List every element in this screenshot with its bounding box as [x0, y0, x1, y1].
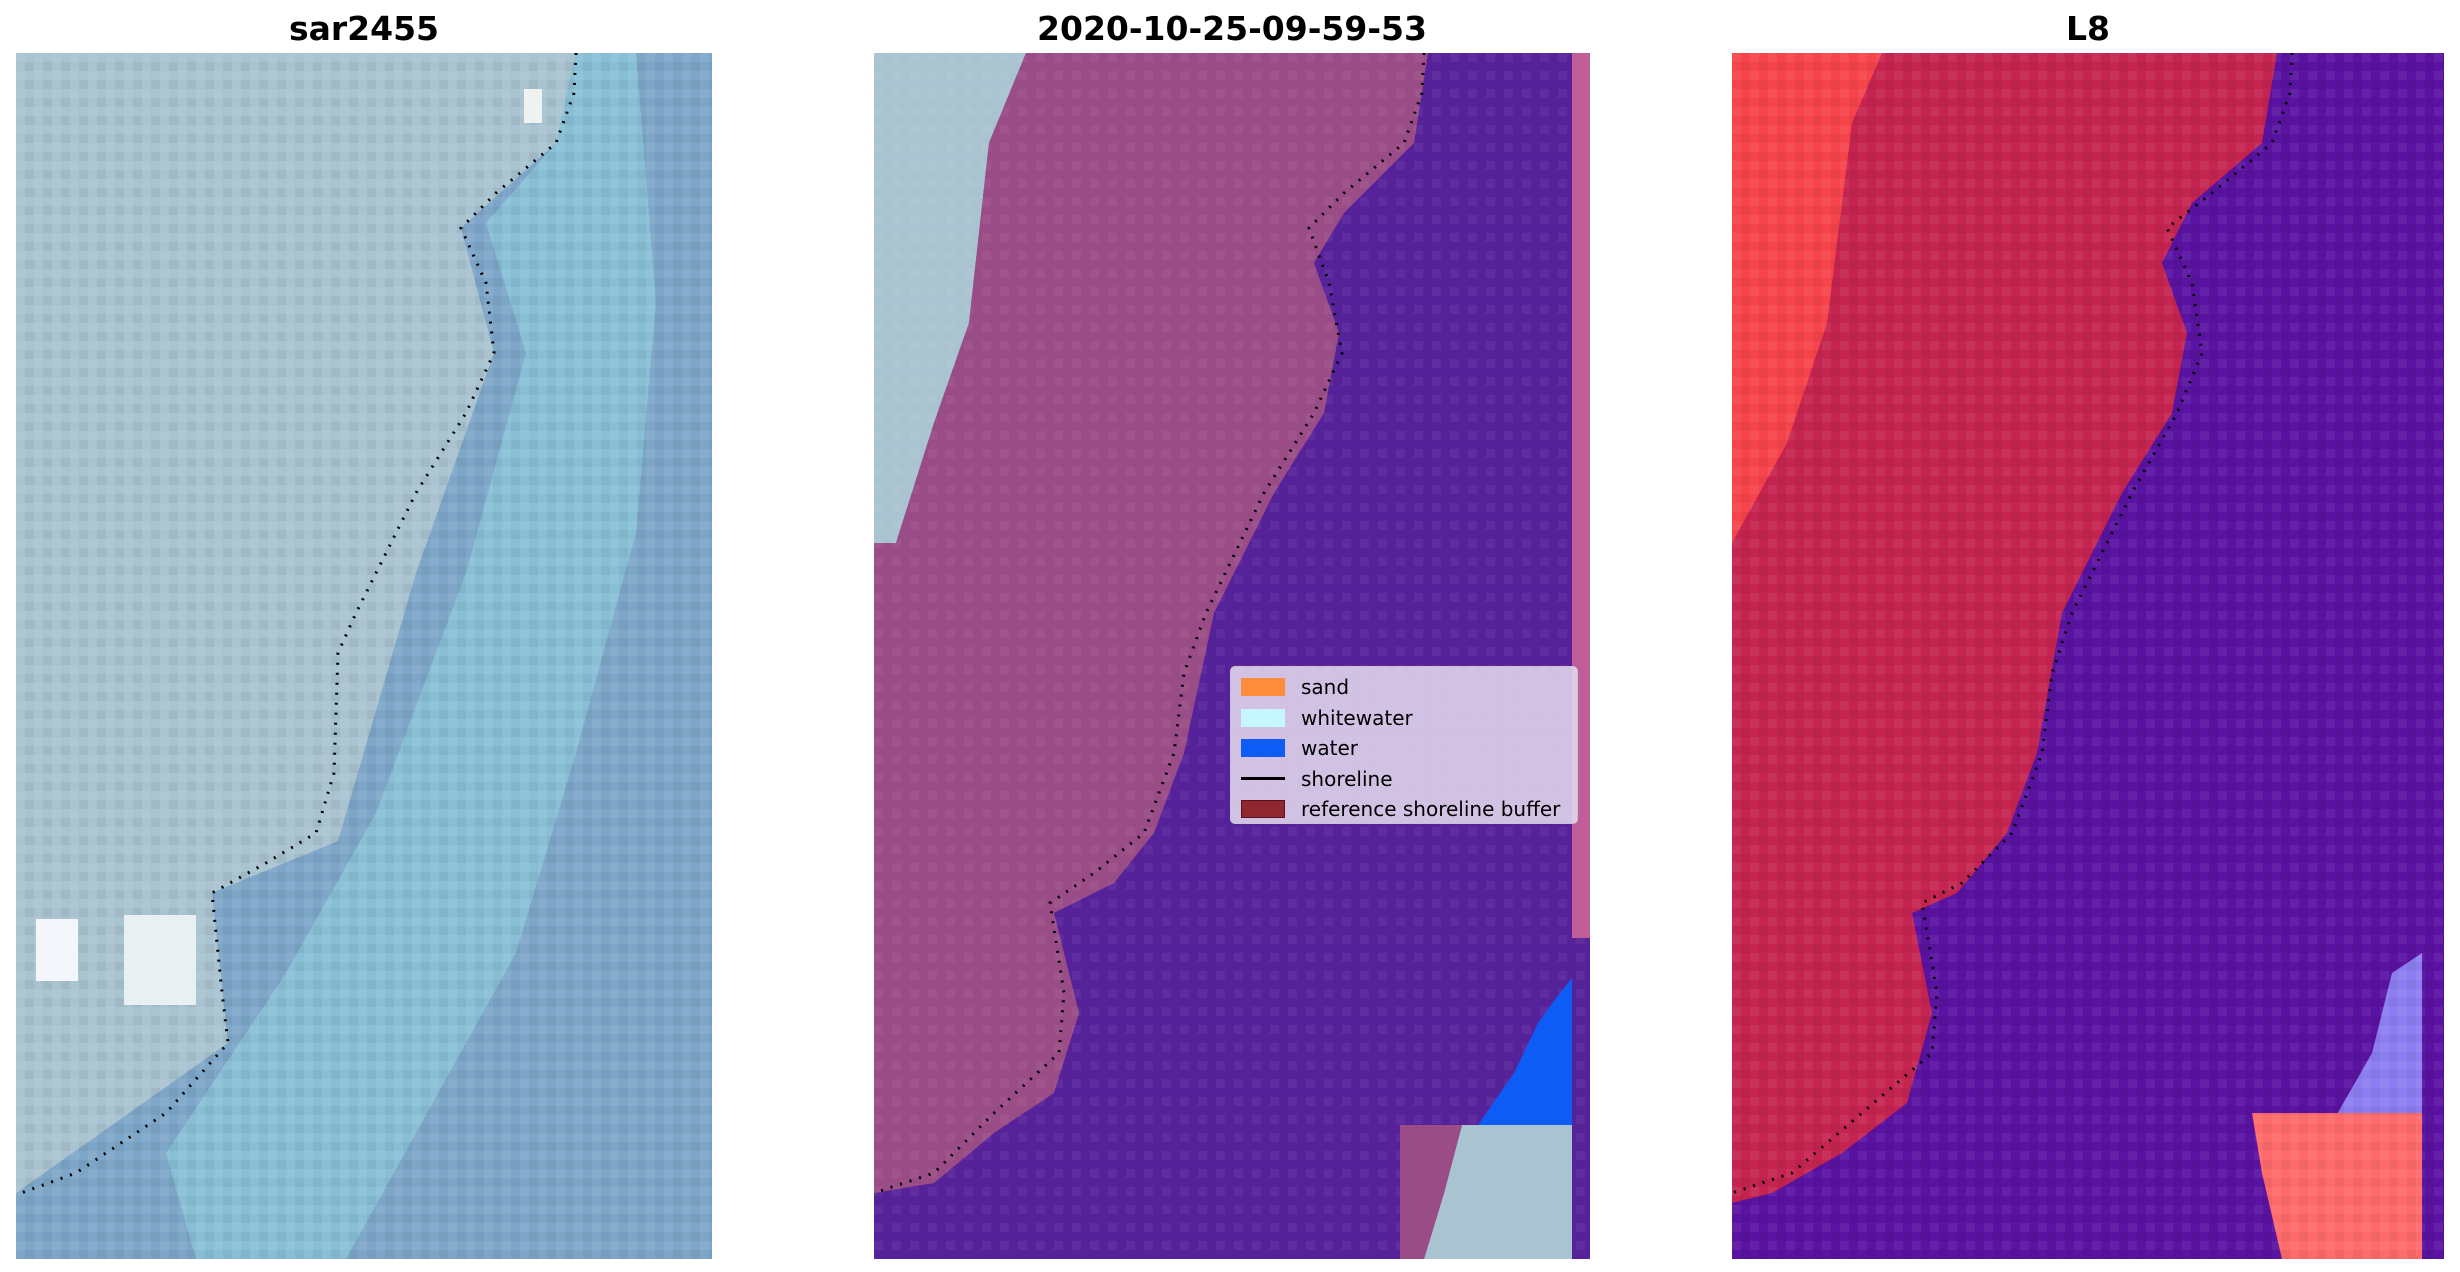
- legend-label: whitewater: [1301, 705, 1413, 730]
- legend-label: sand: [1301, 675, 1350, 700]
- bright-building: [36, 919, 78, 981]
- panel-title-l8: L8: [2066, 9, 2110, 48]
- panel-title-date: 2020-10-25-09-59-53: [1037, 9, 1427, 48]
- legend-swatch-reference-buffer: [1241, 800, 1285, 819]
- legend-item-water: water: [1241, 733, 1577, 764]
- legend-swatch-whitewater: [1241, 708, 1285, 727]
- legend-item-sand: sand: [1241, 672, 1577, 703]
- l8-image-panel: [1732, 53, 2444, 1259]
- water-class-patch: [1478, 978, 1572, 1125]
- legend-item-whitewater: whitewater: [1241, 703, 1577, 734]
- land-overlay-corner: [1400, 1125, 1462, 1259]
- legend-label: shoreline: [1301, 766, 1393, 791]
- bright-building: [124, 915, 196, 1005]
- classified-image-panel: [874, 53, 1590, 1259]
- bright-building: [524, 89, 542, 123]
- rgb-image-panel: [16, 53, 712, 1259]
- unclassified-corner: [1424, 1125, 1572, 1259]
- legend-label: reference shoreline buffer: [1301, 797, 1561, 822]
- legend-label: water: [1301, 736, 1358, 761]
- shoreline-line: [1732, 53, 2294, 1195]
- panel-title-sar2455: sar2455: [288, 9, 440, 48]
- legend-swatch-shoreline: [1241, 777, 1285, 781]
- legend-swatch-water: [1241, 739, 1285, 758]
- legend: sand whitewater water shoreline referenc…: [1230, 666, 1578, 824]
- legend-item-reference-buffer: reference shoreline buffer: [1241, 794, 1577, 825]
- legend-swatch-sand: [1241, 678, 1285, 697]
- legend-item-shoreline: shoreline: [1241, 764, 1577, 795]
